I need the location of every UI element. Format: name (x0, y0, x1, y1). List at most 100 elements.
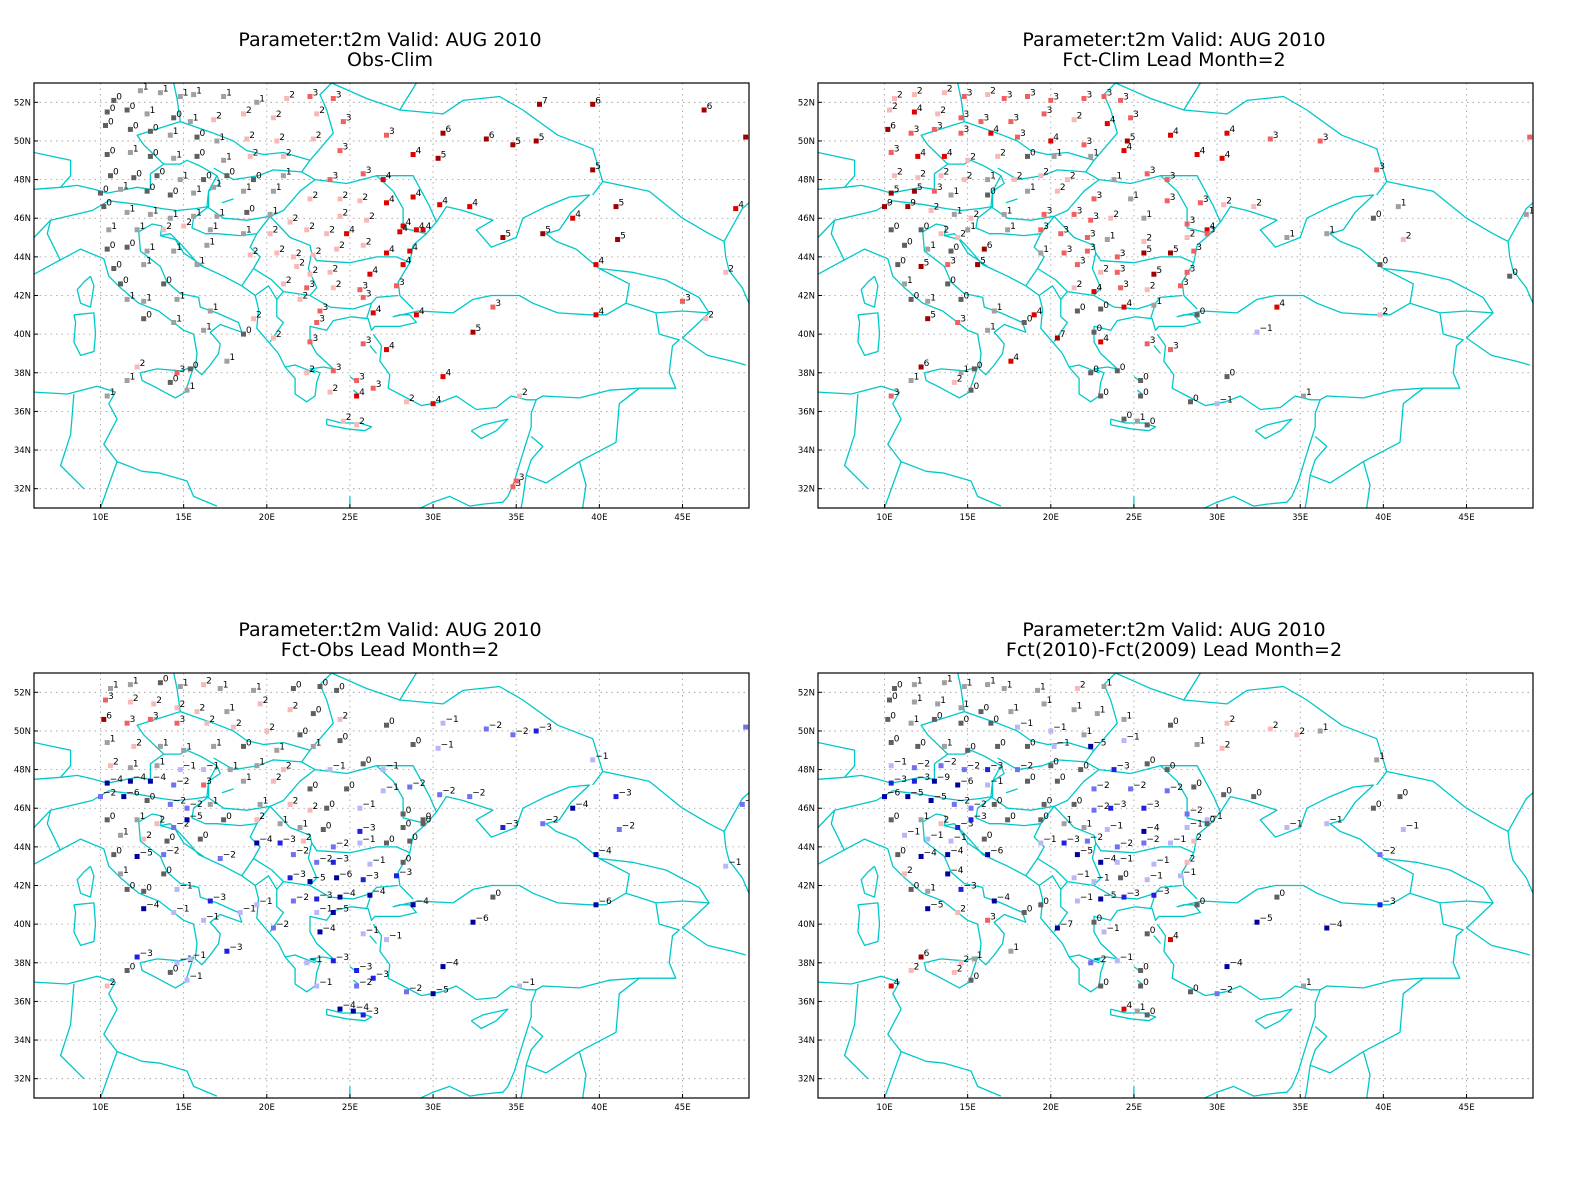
lon-tick-label: 25E (1126, 513, 1142, 523)
station-marker (320, 827, 326, 832)
station-value: 1 (113, 681, 119, 691)
station: −3 (533, 723, 552, 734)
station-marker (955, 320, 961, 325)
lat-tick-label: 52N (798, 688, 815, 698)
station: 1 (925, 293, 936, 304)
station: 2 (154, 816, 165, 827)
station-value: −4 (153, 773, 167, 783)
coastline (920, 83, 965, 165)
station-marker (911, 109, 917, 115)
lat-tick-label: 40N (14, 920, 31, 930)
station-value: 0 (110, 147, 116, 157)
station: 1 (270, 183, 282, 194)
station-value: 2 (293, 214, 299, 224)
station-marker (1054, 335, 1060, 341)
station-marker (357, 287, 363, 293)
coastline (599, 267, 710, 314)
station-marker (1121, 894, 1127, 900)
station-value: 3 (1007, 91, 1013, 101)
station: 3 (1118, 92, 1129, 103)
station: 1 (251, 682, 262, 693)
station-marker (161, 852, 167, 858)
station: 1 (227, 762, 238, 773)
station-marker (124, 886, 130, 892)
station-value: 1 (186, 742, 192, 752)
station-marker (1224, 130, 1230, 136)
coastline (723, 792, 749, 832)
station: 0 (1038, 812, 1049, 823)
station: 1 (144, 106, 155, 117)
station-value: −1 (193, 951, 206, 961)
station-marker (131, 175, 137, 181)
station-marker (1124, 138, 1130, 144)
station-value: 2 (333, 384, 339, 394)
station-value: 3 (1120, 249, 1126, 259)
station-value: −1 (1260, 324, 1273, 334)
station: 1 (925, 883, 936, 894)
station: 2 (307, 802, 318, 813)
station: −5 (134, 849, 153, 859)
coastline (349, 966, 356, 972)
station: 2 (280, 276, 292, 287)
station: 0 (931, 711, 943, 722)
station: 1 (174, 291, 185, 302)
station-value: 2 (113, 758, 119, 768)
station: 2 (134, 359, 145, 370)
lat-tick-label: 36N (798, 407, 815, 417)
lon-tick-label: 30E (1209, 1103, 1225, 1113)
coastline (34, 784, 630, 993)
station-marker (1001, 96, 1007, 101)
station: 4 (1048, 133, 1059, 144)
station: 2 (961, 172, 973, 183)
station: −3 (354, 963, 372, 973)
station-value: 0 (1127, 411, 1133, 421)
station-value: 0 (103, 185, 109, 195)
station-value: 5 (1156, 266, 1162, 276)
station-value: 1 (213, 222, 219, 232)
station: 1 (124, 373, 135, 383)
station-marker (1118, 285, 1124, 291)
station-value: 3 (366, 336, 372, 346)
station-marker (1151, 861, 1157, 867)
station-value: 1 (1067, 816, 1073, 826)
station-value: 5 (1130, 133, 1136, 143)
station: −2 (483, 721, 502, 732)
station-value: 0 (964, 715, 970, 725)
station-marker (254, 840, 260, 846)
station-value: −1 (362, 800, 375, 810)
station-value: −3 (140, 949, 153, 959)
station-value: 2 (1146, 233, 1152, 243)
station-value: 2 (944, 226, 950, 236)
station-value: 4 (389, 245, 395, 255)
station-value: 2 (306, 833, 312, 843)
station: 2 (1098, 264, 1109, 275)
station-value: 1 (213, 303, 219, 313)
lat-tick-label: 36N (14, 997, 31, 1007)
station-marker (908, 968, 914, 973)
station: −4 (410, 897, 429, 908)
station-marker (147, 778, 153, 784)
station: 0 (1091, 324, 1103, 335)
station-marker (300, 838, 306, 844)
station-marker (207, 898, 213, 904)
station-marker (908, 378, 914, 383)
station-value: 1 (219, 208, 225, 218)
station: 0 (1370, 800, 1382, 811)
station: 0 (104, 241, 116, 252)
station: −1 (237, 905, 256, 915)
station-marker (1035, 687, 1040, 693)
station-value: 4 (947, 148, 953, 158)
station-marker (961, 177, 967, 183)
map-area: 1 1 0 1 2 1 1 0 0 03 2 2 2 2 122 026 3 3 3 2 2 2 00 −1−2−2 −3 −21… (34, 673, 749, 1098)
lat-tick-label: 44N (798, 843, 815, 853)
station-value: 0 (150, 183, 156, 193)
station-value: 0 (426, 816, 432, 826)
station-value: 2 (964, 955, 970, 965)
panel-subtitle: Obs-Clim (346, 49, 434, 71)
station-marker (1184, 221, 1190, 227)
station-value: −3 (960, 820, 973, 830)
station-value: 1 (140, 222, 146, 232)
station-marker (1041, 211, 1047, 217)
coastline (1053, 215, 1195, 264)
station-marker (918, 227, 924, 233)
